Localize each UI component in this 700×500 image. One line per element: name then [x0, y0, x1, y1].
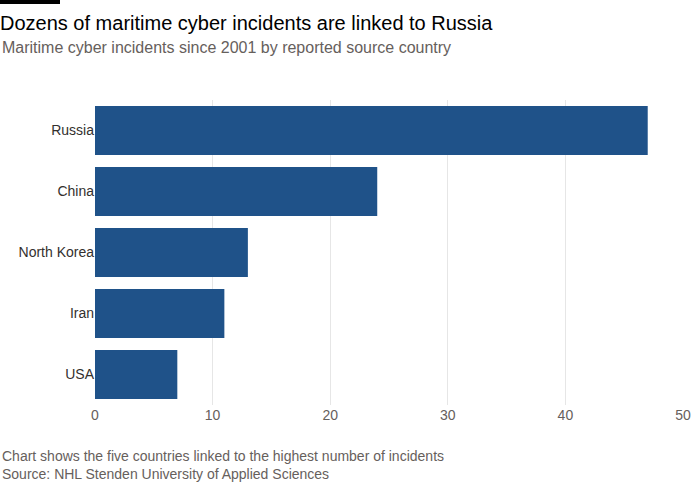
svg-text:Source: NHL Stenden University: Source: NHL Stenden University of Applie… — [2, 466, 329, 482]
svg-text:Iran: Iran — [70, 305, 94, 321]
svg-text:Chart shows the five countries: Chart shows the five countries linked to… — [2, 448, 444, 464]
svg-text:30: 30 — [440, 407, 456, 423]
svg-text:USA: USA — [65, 366, 94, 382]
svg-text:50: 50 — [675, 407, 691, 423]
svg-text:North Korea: North Korea — [19, 244, 95, 260]
svg-text:China: China — [57, 183, 94, 199]
svg-text:Maritime cyber incidents since: Maritime cyber incidents since 2001 by r… — [2, 39, 451, 56]
svg-text:Russia: Russia — [51, 122, 94, 138]
svg-text:Dozens of maritime cyber incid: Dozens of maritime cyber incidents are l… — [0, 12, 493, 34]
svg-text:40: 40 — [558, 407, 574, 423]
svg-text:10: 10 — [205, 407, 221, 423]
svg-text:0: 0 — [91, 407, 99, 423]
svg-text:20: 20 — [322, 407, 338, 423]
